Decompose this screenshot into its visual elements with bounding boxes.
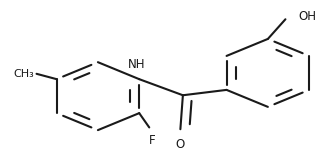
Text: F: F: [148, 134, 155, 147]
Text: O: O: [176, 138, 185, 151]
Text: OH: OH: [298, 10, 316, 23]
Text: NH: NH: [128, 58, 145, 71]
Text: CH₃: CH₃: [13, 69, 34, 79]
